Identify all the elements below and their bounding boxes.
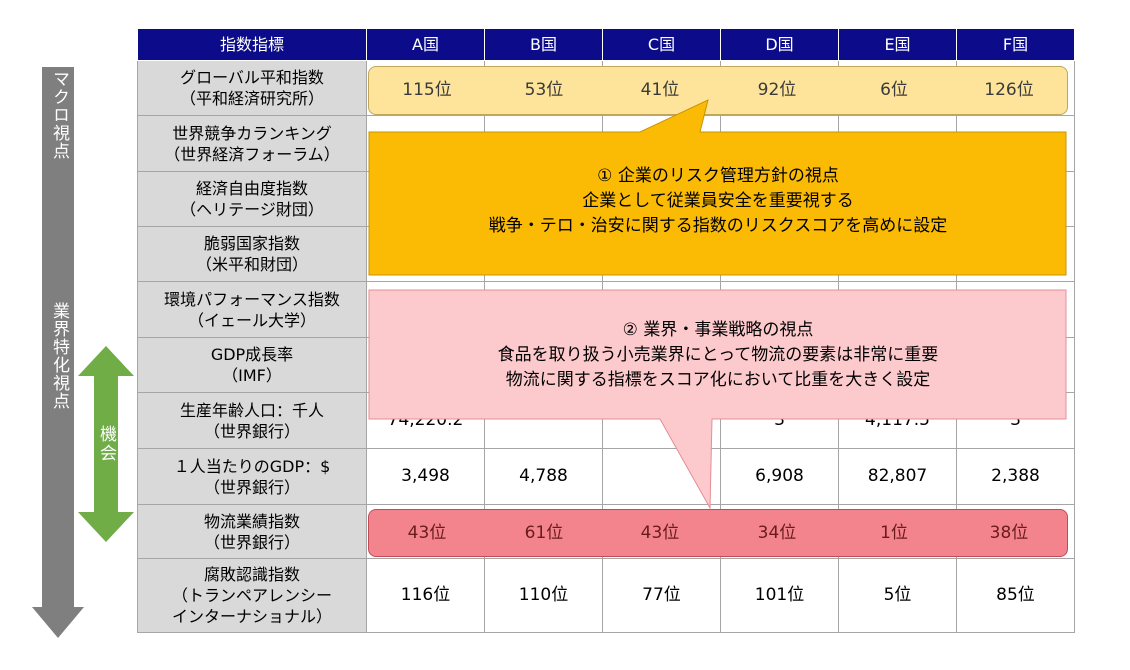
value-cell: 82,807 — [838, 448, 957, 505]
index-name-cell: 脆弱国家指数 （米平和財団） — [137, 226, 367, 282]
logistics-rank-b: 61位 — [524, 523, 564, 543]
index-name-line: 腐敗認識指数 — [203, 565, 300, 584]
table-row: 腐敗認識指数 （トランペアレンシー インターナショナル） 116位 110位 77位 101… — [137, 558, 1075, 633]
index-name-cell: グローバル平和指数 （平和経済研究所） — [137, 60, 367, 116]
index-name-cell: 物流業績指数 （世界銀行） — [137, 504, 367, 559]
index-name-line: インターナショナル） — [171, 607, 332, 626]
table-row: １人当たりのGDP：$ （世界銀行） 3,498 4,788 6,908 82,807 2,… — [137, 448, 1075, 505]
index-name-line: （米平和財団） — [195, 255, 308, 274]
value-cell: 85位 — [956, 558, 1075, 633]
logistics-rank-f: 38位 — [989, 523, 1029, 543]
index-name-line: （トランペアレンシー — [171, 586, 332, 605]
header-country-a: A国 — [366, 28, 485, 61]
index-name-cell: 世界競争カランキング （世界経済フォーラム） — [137, 115, 367, 172]
industry-strategy-callout — [368, 289, 1067, 510]
header-row: 指数指標 A国 B国 C国 D国 E国 F国 — [137, 28, 1075, 61]
logistics-rank-a: 43位 — [407, 523, 447, 543]
index-name-line: （イェール大学） — [187, 310, 316, 330]
value-cell: 110位 — [484, 558, 603, 633]
index-name-line: GDP成長率 — [210, 345, 294, 364]
index-name-line: 物流業績指数 — [203, 511, 300, 531]
index-name-line: （ヘリテージ財団） — [180, 200, 324, 219]
opportunity-arrow — [78, 346, 134, 542]
risk-policy-line3: 戦争・テロ・治安に関する指数のリスクスコアを高めに設定 — [488, 216, 948, 236]
value-cell: 101位 — [720, 558, 839, 633]
peace-rank-a: 115位 — [402, 80, 452, 100]
value-cell: 4,788 — [484, 448, 603, 505]
index-name-line: 環境パフォーマンス指数 — [164, 289, 340, 309]
value-cell: 77位 — [602, 558, 721, 633]
index-name-cell: 経済自由度指数 （ヘリテージ財団） — [137, 171, 367, 227]
macro-to-industry-arrow — [32, 67, 84, 638]
macro-view-label: マクロ視点 — [49, 70, 69, 160]
index-name-line: （世界銀行） — [203, 421, 300, 441]
risk-policy-line2: 企業として従業員安全を重要視する — [582, 191, 854, 211]
industry-strategy-line2: 食品を取り扱う小売業界にとって物流の要素は非常に重要 — [497, 345, 939, 365]
index-name-line: 脆弱国家指数 — [203, 234, 300, 253]
peace-rank-e: 6位 — [880, 80, 908, 100]
index-name-cell: GDP成長率 （IMF） — [137, 337, 367, 393]
value-cell: 5位 — [838, 558, 957, 633]
index-name-line: グローバル平和指数 — [180, 68, 324, 87]
header-country-e: E国 — [838, 28, 957, 61]
index-name-line: （世界経済フォーラム） — [164, 144, 340, 164]
logistics-rank-c: 43位 — [640, 523, 680, 543]
peace-index-highlight: 115位 53位 41位 92位 6位 126位 — [368, 66, 1068, 115]
index-name-cell: 環境パフォーマンス指数 （イェール大学） — [137, 281, 367, 338]
peace-rank-b: 53位 — [524, 80, 564, 100]
peace-rank-f: 126位 — [984, 80, 1034, 100]
risk-policy-note: ① 企業のリスク管理方針の視点 企業として従業員安全を重要視する 戦争・テロ・治… — [370, 164, 1066, 239]
index-name-line: 生産年齢人口：千人 — [179, 400, 324, 420]
index-name-line: 世界競争カランキング — [172, 123, 332, 143]
index-name-line: （世界銀行） — [203, 477, 300, 497]
industry-strategy-line3: 物流に関する指標をスコア化において比重を大きく設定 — [505, 370, 931, 390]
opportunity-label: 機会 — [96, 425, 116, 463]
risk-policy-callout — [368, 99, 1067, 276]
value-cell: 3,498 — [366, 448, 485, 505]
industry-strategy-title: ② 業界・事業戦略の視点 — [622, 320, 814, 340]
index-name-line: １人当たりのGDP：$ — [173, 456, 331, 476]
value-cell: 116位 — [366, 558, 485, 633]
risk-policy-title: ① 企業のリスク管理方針の視点 — [597, 166, 839, 186]
index-name-cell: 生産年齢人口：千人 （世界銀行） — [137, 392, 367, 449]
index-name-cell: 腐敗認識指数 （トランペアレンシー インターナショナル） — [137, 558, 367, 633]
logistics-index-highlight: 43位 61位 43位 34位 1位 38位 — [368, 509, 1068, 557]
header-index: 指数指標 — [137, 28, 367, 61]
industry-strategy-note: ② 業界・事業戦略の視点 食品を取り扱う小売業界にとって物流の要素は非常に重要 … — [370, 318, 1066, 393]
peace-rank-c: 41位 — [640, 80, 680, 100]
index-name-line: （世界銀行） — [203, 532, 300, 552]
index-name-line: （IMF） — [222, 366, 282, 385]
index-name-line: 経済自由度指数 — [195, 179, 308, 198]
index-name-line: （平和経済研究所） — [179, 89, 324, 108]
logistics-rank-d: 34位 — [757, 523, 797, 543]
logistics-rank-e: 1位 — [880, 523, 908, 543]
industry-view-label: 業界特化視点 — [49, 302, 69, 410]
peace-rank-d: 92位 — [757, 80, 797, 100]
value-cell: 6,908 — [720, 448, 839, 505]
value-cell: 2,388 — [956, 448, 1075, 505]
